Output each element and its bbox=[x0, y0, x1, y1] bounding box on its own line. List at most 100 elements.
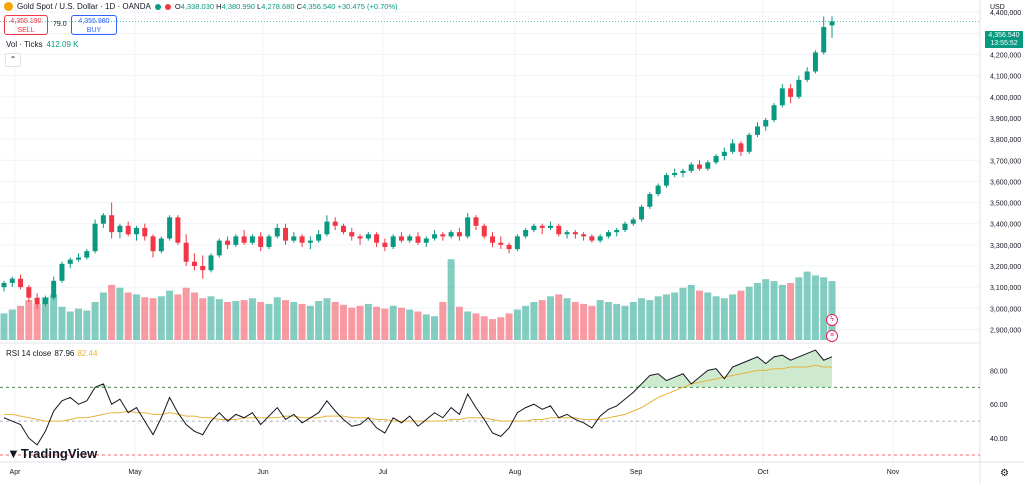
candle-body bbox=[440, 234, 446, 237]
candle-body bbox=[432, 234, 438, 239]
price-axis[interactable]: 4,400,0004,300,0004,200,0004,100,0004,00… bbox=[990, 10, 1021, 443]
candle-body bbox=[622, 223, 628, 231]
market-open-icon bbox=[154, 3, 161, 10]
volume-bar bbox=[323, 298, 331, 340]
volume-bar bbox=[745, 286, 753, 340]
volume-bar bbox=[687, 284, 695, 340]
candle-body bbox=[274, 227, 280, 237]
volume-bar bbox=[182, 287, 190, 340]
volume-bar bbox=[795, 277, 803, 340]
volume-bar bbox=[331, 302, 339, 340]
candle-body bbox=[680, 170, 686, 173]
candle-body bbox=[26, 287, 32, 298]
volume-bar bbox=[770, 281, 778, 340]
candle-body bbox=[697, 164, 703, 169]
volume-bar bbox=[356, 305, 364, 340]
candle-body bbox=[663, 175, 669, 186]
candle-body bbox=[382, 242, 388, 247]
volume-bar bbox=[762, 279, 770, 340]
volume-bar bbox=[787, 283, 795, 340]
volume-bar bbox=[414, 311, 422, 340]
volume-bar bbox=[232, 301, 240, 340]
candle-body bbox=[788, 88, 794, 97]
candle-body bbox=[481, 225, 487, 237]
candle-body bbox=[456, 232, 462, 237]
rsi-line bbox=[3, 349, 833, 446]
candle-body bbox=[324, 221, 330, 235]
volume-bar bbox=[629, 302, 637, 340]
price-tick-label: 4,100,000 bbox=[990, 74, 1021, 81]
candle-body bbox=[158, 238, 164, 252]
candle-body bbox=[233, 236, 239, 245]
dividend-event-icon[interactable]: ϟ bbox=[826, 314, 838, 326]
volume-bar bbox=[778, 284, 786, 340]
candle-body bbox=[614, 230, 620, 233]
candle-body bbox=[390, 236, 396, 247]
volume-bar bbox=[315, 301, 323, 340]
candle-body bbox=[9, 278, 15, 283]
candle-body bbox=[258, 236, 264, 247]
price-tick-label: 4,400,000 bbox=[990, 10, 1021, 17]
candle-body bbox=[423, 238, 429, 243]
sell-button[interactable]: 4,355.190 SELL bbox=[4, 15, 48, 35]
candle-body bbox=[738, 143, 744, 152]
ohlc-values: O4,338.030 H4,380.990 L4,278.680 C4,356.… bbox=[174, 2, 398, 11]
candle-body bbox=[465, 217, 471, 237]
volume-bar bbox=[364, 303, 372, 340]
price-tick-label: 3,400,000 bbox=[990, 222, 1021, 229]
rsi-ma-line bbox=[4, 364, 832, 422]
time-tick-label: Jun bbox=[257, 469, 268, 476]
candle-body bbox=[556, 225, 562, 235]
candle-body bbox=[76, 257, 82, 260]
settings-gear-icon[interactable]: ⚙ bbox=[1000, 468, 1009, 479]
candle-body bbox=[365, 234, 371, 239]
candle-body bbox=[332, 221, 338, 226]
candle-body bbox=[539, 225, 545, 228]
candle-body bbox=[299, 236, 305, 243]
volume-bar bbox=[166, 290, 174, 340]
volume-bar bbox=[290, 302, 298, 340]
volume-bar bbox=[489, 319, 497, 340]
volume-bar bbox=[820, 277, 828, 340]
volume-bar bbox=[306, 305, 314, 340]
candle-body bbox=[291, 236, 297, 241]
volume-bar bbox=[25, 300, 33, 340]
volume-bar bbox=[530, 302, 538, 340]
buy-button[interactable]: 4,355.980 BUY bbox=[71, 15, 117, 35]
volume-bar bbox=[679, 287, 687, 340]
volume-bar bbox=[240, 300, 248, 340]
candle-body bbox=[150, 236, 156, 252]
collapse-legend-button[interactable]: ⌃ bbox=[5, 53, 21, 67]
candle-body bbox=[713, 156, 719, 163]
candle-body bbox=[547, 225, 553, 228]
candle-body bbox=[398, 236, 404, 241]
time-axis[interactable]: Apr May Jun Jul Aug Sep Oct Nov bbox=[10, 469, 900, 476]
economic-event-icon[interactable]: ≡ bbox=[826, 330, 838, 342]
symbol-title[interactable]: Gold Spot / U.S. Dollar · 1D · OANDA bbox=[17, 2, 151, 11]
price-tick-label: 2,900,000 bbox=[990, 327, 1021, 334]
volume-bar bbox=[108, 284, 116, 340]
volume-legend: Vol · Ticks 412.09 K bbox=[6, 40, 79, 49]
volume-bar bbox=[348, 307, 356, 340]
volume-bar bbox=[273, 297, 281, 340]
tradingview-logo[interactable]: ▼ TradingView bbox=[7, 446, 98, 461]
volume-bar bbox=[215, 299, 223, 340]
volume-bar bbox=[0, 313, 8, 340]
volume-bar bbox=[596, 300, 604, 340]
candle-body bbox=[688, 164, 694, 171]
candle-body bbox=[191, 261, 197, 266]
candle-body bbox=[216, 240, 222, 256]
candle-body bbox=[754, 126, 760, 135]
candle-body bbox=[316, 234, 322, 241]
price-tick-label: 3,600,000 bbox=[990, 179, 1021, 186]
volume-bar bbox=[207, 296, 215, 340]
currency-label[interactable]: USD bbox=[990, 4, 1005, 11]
volume-bar bbox=[199, 298, 207, 340]
volume-bar bbox=[224, 302, 232, 340]
candle-body bbox=[597, 236, 603, 241]
candle-body bbox=[92, 223, 98, 252]
candle-body bbox=[175, 217, 181, 243]
candle-body bbox=[514, 236, 520, 250]
volume-bar bbox=[257, 302, 265, 340]
